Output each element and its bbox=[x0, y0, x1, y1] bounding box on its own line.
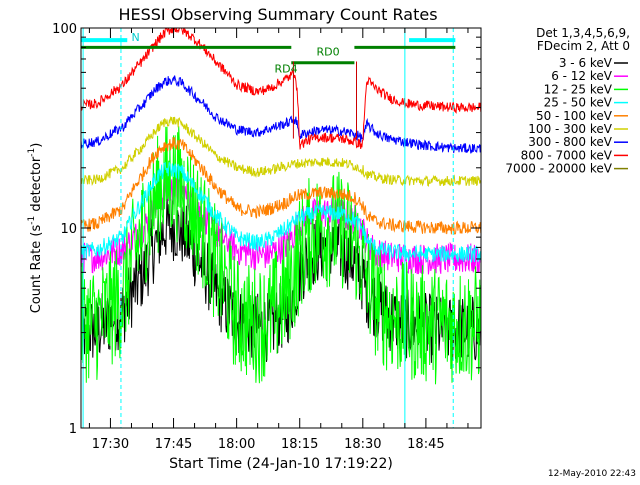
x-tick-label-5: 18:45 bbox=[407, 437, 444, 452]
y-axis-label-post: ) bbox=[29, 143, 44, 148]
legend-label-8: 7000 - 20000 keV bbox=[505, 162, 612, 176]
x-tick-label-1: 17:45 bbox=[155, 437, 192, 452]
legend-label-4: 50 - 100 keV bbox=[536, 109, 613, 123]
legend-label-1: 6 - 12 keV bbox=[551, 69, 613, 83]
footer-date: 12-May-2010 22:43 bbox=[548, 469, 636, 479]
legend-label-5: 100 - 300 keV bbox=[528, 122, 612, 136]
series-line-5 bbox=[81, 115, 481, 187]
x-axis-label: Start Time (24-Jan-10 17:19:22) bbox=[169, 456, 393, 472]
chart-title: HESSI Observing Summary Count Rates bbox=[118, 5, 437, 24]
y-axis-label-sup1: -1 bbox=[27, 216, 37, 225]
x-tick-label-0: 17:30 bbox=[92, 437, 129, 452]
series-line-3 bbox=[81, 161, 481, 263]
annotation-n: N bbox=[131, 31, 139, 44]
series-line-2 bbox=[81, 126, 481, 385]
series-line-4 bbox=[81, 137, 481, 235]
legend-header-line-2: FDecim 2, Att 0 bbox=[537, 39, 630, 53]
legend-label-2: 12 - 25 keV bbox=[544, 82, 613, 96]
legend: Det 1,3,4,5,6,9, FDecim 2, Att 0 3 - 6 k… bbox=[505, 26, 630, 176]
legend-header-line-1: Det 1,3,4,5,6,9, bbox=[536, 26, 630, 40]
y-tick-label-2: 100 bbox=[52, 22, 77, 37]
y-tick-label-1: 10 bbox=[60, 222, 77, 237]
annotation-rd4: RD4 bbox=[274, 62, 297, 75]
series-line-1 bbox=[81, 176, 481, 275]
legend-label-0: 3 - 6 keV bbox=[559, 56, 613, 70]
y-axis-label-pre: Count Rate (s bbox=[29, 225, 44, 314]
y-axis-label-mid: detector bbox=[29, 156, 44, 216]
y-tick-label-0: 1 bbox=[69, 422, 77, 437]
data-layer bbox=[81, 28, 481, 385]
series-line-7 bbox=[81, 28, 481, 150]
legend-label-3: 25 - 50 keV bbox=[544, 96, 613, 110]
axes-layer: 17:30 17:45 18:00 18:15 18:30 18:45 1 10 100 bbox=[52, 22, 481, 452]
y-axis-label: Count Rate (s-1 detector-1) bbox=[27, 143, 44, 314]
x-tick-label-2: 18:00 bbox=[218, 437, 255, 452]
annotation-rd0: RD0 bbox=[317, 45, 340, 58]
legend-label-7: 800 - 7000 keV bbox=[521, 148, 613, 162]
legend-label-6: 300 - 800 keV bbox=[528, 135, 612, 149]
x-tick-label-4: 18:30 bbox=[344, 437, 381, 452]
x-tick-label-3: 18:15 bbox=[281, 437, 318, 452]
y-axis-label-sup2: -1 bbox=[27, 148, 37, 157]
overlay-layer bbox=[81, 28, 456, 428]
series-line-6 bbox=[81, 75, 481, 154]
